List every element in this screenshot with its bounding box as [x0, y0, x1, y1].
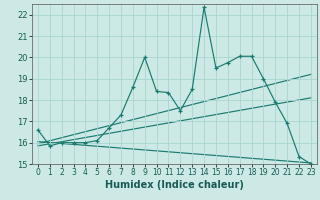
X-axis label: Humidex (Indice chaleur): Humidex (Indice chaleur)	[105, 180, 244, 190]
